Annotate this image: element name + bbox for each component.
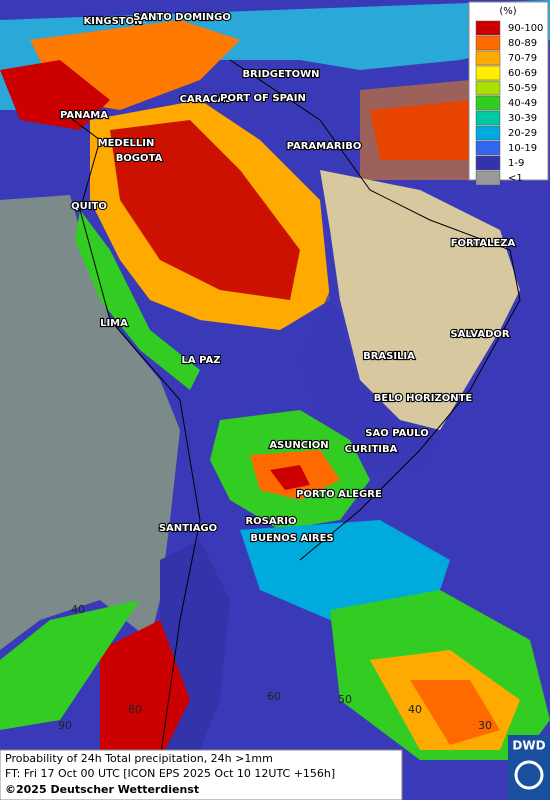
legend-swatch [475,95,501,111]
city-label: CURITIBA [345,444,398,455]
city-label: ASUNCION [269,440,328,451]
precip-area [360,80,480,180]
footer-box [0,749,403,801]
grid-label: 80 [128,703,142,716]
legend-swatch [475,155,501,171]
precip-area [240,520,450,620]
city-label: MEDELLIN [98,138,155,149]
precip-area [410,680,500,745]
city-label: SALVADOR [450,329,510,340]
city-label: PARAMARIBO [287,141,362,152]
city-label: SANTIAGO [159,523,217,534]
city-label: PORT OF SPAIN [220,93,306,104]
legend-label: 1-9 [508,158,524,169]
precip-area [300,290,440,470]
logo-icon [514,760,544,790]
legend-label: 40-49 [508,98,537,109]
city-label: BOGOTA [116,153,163,164]
grid-label: 90 [58,719,72,732]
precip-area [110,120,300,300]
legend-label: <1 [508,173,523,184]
precip-area [75,210,200,390]
legend-swatch [475,20,501,36]
dry-area [0,195,180,650]
grid-label: 40 [408,703,422,716]
footer-description: Probability of 24h Total precipitation, … [5,752,273,765]
city-label: LA PAZ [182,355,221,366]
legend-swatch [475,125,501,141]
footer-forecast-time: FT: Fri 17 Oct 00 UTC [ICON EPS 2025 Oct… [5,767,335,780]
city-label: QUITO [71,201,107,212]
grid-label: 30 [478,719,492,732]
city-label: BRASILIA [363,351,415,362]
precip-area [270,465,310,490]
legend-swatch [475,110,501,126]
precip-area [0,600,140,730]
city-label: BRIDGETOWN [242,69,319,80]
city-label: ROSARIO [245,516,296,527]
city-label: SANTO DOMINGO [133,12,231,23]
logo-text: DWD [512,739,545,753]
legend-swatch [475,140,501,156]
legend-swatch [475,80,501,96]
city-label: KINGSTON [84,16,143,27]
legend-label: 60-69 [508,68,537,79]
legend-swatch [475,35,501,51]
precip-area [0,60,110,130]
grid-label: 50 [338,693,352,706]
coastline [59,109,201,761]
city-label: LIMA [100,318,128,329]
grid-label: 40 [71,603,85,616]
legend: (%) 90-100 80-89 70-79 60-69 50-59 40-49 30-39… [468,1,549,186]
legend-label: 50-59 [508,83,537,94]
city-label: BUENOS AIRES [250,533,333,544]
city-label: CARACAS [180,94,233,105]
legend-title: (%) [499,6,516,17]
legend-label: 70-79 [508,53,537,64]
legend-label: 90-100 [508,23,543,34]
legend-swatch [475,65,501,81]
city-label: BELO HORIZONTE [374,393,473,404]
city-label: PORTO ALEGRE [296,489,382,500]
coastline [229,59,521,561]
precip-area [100,620,190,760]
city-label: PANAMA [60,110,108,121]
legend-label: 10-19 [508,143,537,154]
legend-label: 20-29 [508,128,537,139]
legend-label: 80-89 [508,38,537,49]
legend-swatch [475,50,501,66]
legend-swatch [475,170,501,186]
grid-label: 60 [267,690,281,703]
footer-copyright: ©2025 Deutscher Wetterdienst [5,783,199,796]
legend-label: 30-39 [508,113,537,124]
city-label: SAO PAULO [365,428,428,439]
city-label: FORTALEZA [451,238,516,249]
